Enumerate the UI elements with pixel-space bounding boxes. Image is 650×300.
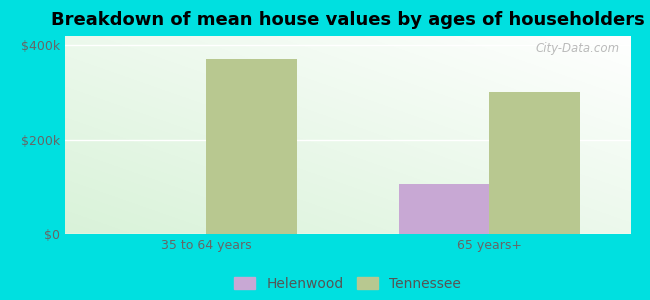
Legend: Helenwood, Tennessee: Helenwood, Tennessee <box>234 277 462 291</box>
Bar <box>398 184 489 234</box>
Text: City-Data.com: City-Data.com <box>535 42 619 55</box>
Title: Breakdown of mean house values by ages of householders: Breakdown of mean house values by ages o… <box>51 11 645 29</box>
Bar <box>207 58 297 234</box>
Bar <box>489 92 580 234</box>
